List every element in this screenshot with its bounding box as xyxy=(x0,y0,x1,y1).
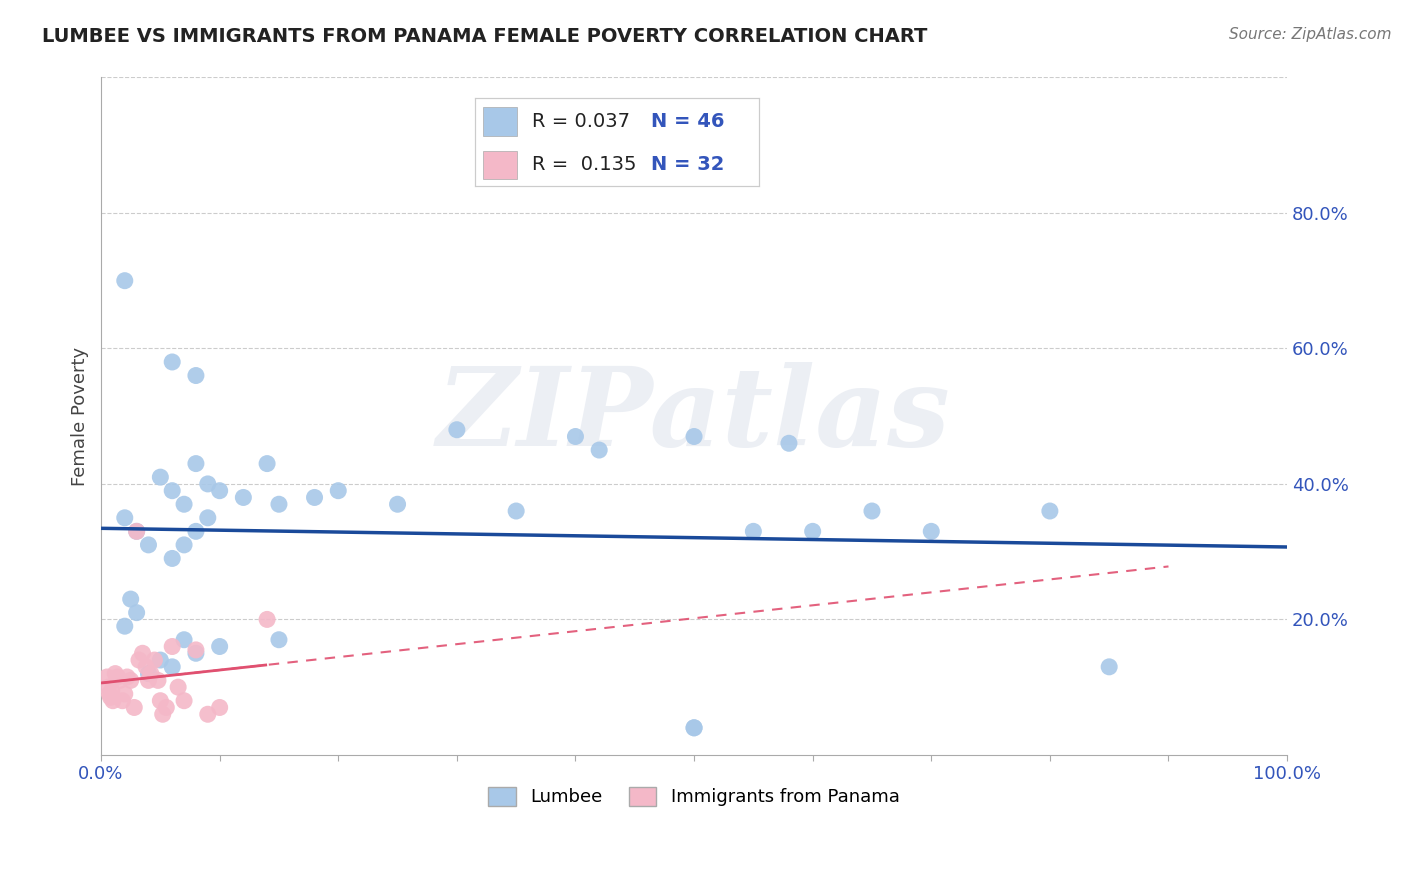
Point xyxy=(173,538,195,552)
Point xyxy=(139,666,162,681)
Point xyxy=(232,491,254,505)
Y-axis label: Female Poverty: Female Poverty xyxy=(72,347,89,486)
Point xyxy=(155,700,177,714)
Point xyxy=(267,497,290,511)
Point xyxy=(184,524,207,539)
Point xyxy=(683,721,706,735)
Point xyxy=(111,694,134,708)
Point xyxy=(107,670,129,684)
Point xyxy=(197,477,219,491)
Point xyxy=(1039,504,1062,518)
Point xyxy=(588,443,610,458)
Point xyxy=(125,524,148,539)
Point xyxy=(184,646,207,660)
Point xyxy=(131,646,153,660)
Point xyxy=(505,504,527,518)
Point xyxy=(104,666,127,681)
Point xyxy=(96,670,118,684)
Point xyxy=(120,673,142,688)
Point xyxy=(100,690,122,705)
Point xyxy=(114,619,136,633)
Text: ZIPatlas: ZIPatlas xyxy=(437,362,950,470)
Point xyxy=(152,707,174,722)
Point xyxy=(742,524,765,539)
Point xyxy=(160,640,183,654)
Point xyxy=(683,429,706,443)
Point xyxy=(125,606,148,620)
Point xyxy=(122,700,145,714)
Point xyxy=(778,436,800,450)
Point xyxy=(184,368,207,383)
Point xyxy=(160,660,183,674)
Point xyxy=(564,429,586,443)
Point xyxy=(128,653,150,667)
Point xyxy=(108,673,131,688)
Point xyxy=(160,551,183,566)
Point xyxy=(256,457,278,471)
Point xyxy=(167,680,190,694)
Point xyxy=(208,640,231,654)
Point xyxy=(304,491,326,505)
Legend: Lumbee, Immigrants from Panama: Lumbee, Immigrants from Panama xyxy=(481,780,907,814)
Point xyxy=(114,510,136,524)
Point xyxy=(184,457,207,471)
Point xyxy=(860,504,883,518)
Point xyxy=(138,666,160,681)
Point xyxy=(683,721,706,735)
Point xyxy=(184,643,207,657)
Point xyxy=(801,524,824,539)
Point xyxy=(98,687,121,701)
Point xyxy=(197,707,219,722)
Point xyxy=(146,673,169,688)
Point xyxy=(387,497,409,511)
Point xyxy=(138,538,160,552)
Point xyxy=(143,653,166,667)
Point xyxy=(160,483,183,498)
Point xyxy=(115,670,138,684)
Point xyxy=(328,483,350,498)
Text: LUMBEE VS IMMIGRANTS FROM PANAMA FEMALE POVERTY CORRELATION CHART: LUMBEE VS IMMIGRANTS FROM PANAMA FEMALE … xyxy=(42,27,928,45)
Point xyxy=(267,632,290,647)
Point xyxy=(446,423,468,437)
Point xyxy=(208,483,231,498)
Point xyxy=(173,694,195,708)
Point xyxy=(114,687,136,701)
Point xyxy=(149,653,172,667)
Point xyxy=(173,497,195,511)
Point xyxy=(1098,660,1121,674)
Point xyxy=(120,592,142,607)
Point xyxy=(160,355,183,369)
Point xyxy=(138,673,160,688)
Point xyxy=(197,510,219,524)
Point xyxy=(149,470,172,484)
Point xyxy=(149,694,172,708)
Point xyxy=(256,612,278,626)
Point xyxy=(114,274,136,288)
Point xyxy=(101,694,124,708)
Point xyxy=(208,700,231,714)
Point xyxy=(920,524,942,539)
Point xyxy=(125,524,148,539)
Point xyxy=(173,632,195,647)
Text: Source: ZipAtlas.com: Source: ZipAtlas.com xyxy=(1229,27,1392,42)
Point xyxy=(97,680,120,694)
Point xyxy=(135,660,157,674)
Point xyxy=(100,683,122,698)
